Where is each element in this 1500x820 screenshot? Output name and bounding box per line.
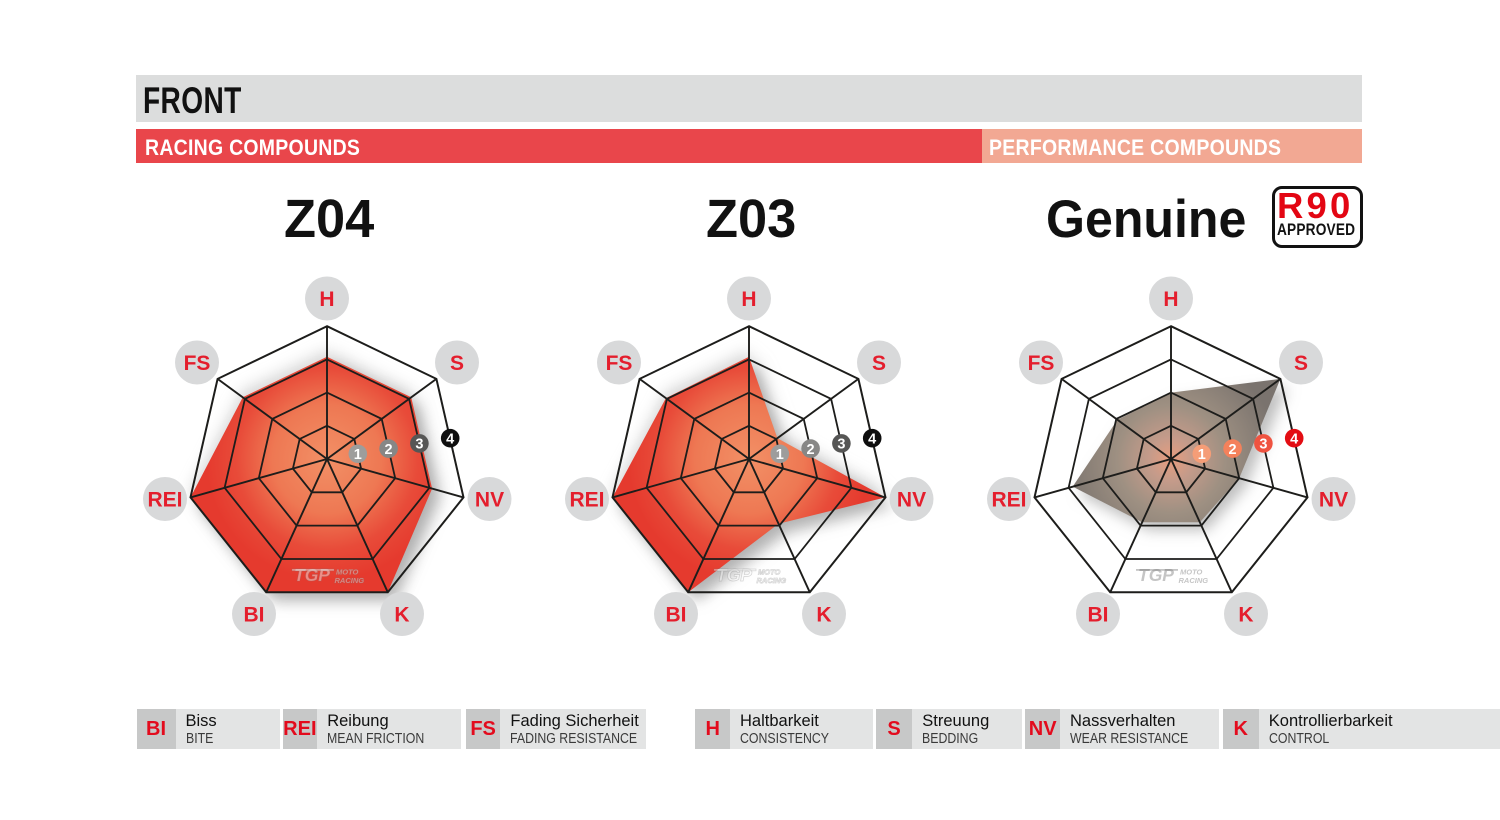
svg-text:K: K [394,603,409,626]
svg-text:2: 2 [806,442,814,458]
svg-text:1: 1 [776,447,784,463]
svg-text:S: S [872,352,886,375]
svg-text:H: H [741,288,756,311]
svg-text:REI: REI [147,488,182,511]
svg-text:REI: REI [992,488,1027,511]
svg-text:RACING: RACING [1179,576,1209,585]
svg-text:TGP: TGP [1138,565,1174,585]
svg-text:2: 2 [384,442,392,458]
svg-text:BI: BI [243,603,264,626]
svg-text:REI: REI [569,488,604,511]
svg-text:NV: NV [1319,488,1348,511]
svg-text:BI: BI [1088,603,1109,626]
svg-text:TGP: TGP [294,565,330,585]
svg-text:RACING: RACING [334,576,364,585]
svg-text:H: H [319,288,334,311]
svg-text:FS: FS [605,352,632,375]
svg-text:K: K [1239,603,1254,626]
svg-text:FS: FS [183,352,210,375]
svg-text:1: 1 [1198,447,1206,463]
svg-text:MOTO: MOTO [336,568,359,577]
svg-text:NV: NV [897,488,926,511]
svg-text:NV: NV [474,488,503,511]
svg-text:RACING: RACING [756,576,786,585]
svg-text:MOTO: MOTO [1180,568,1203,577]
svg-text:BI: BI [665,603,686,626]
svg-text:2: 2 [1229,442,1237,458]
svg-text:S: S [449,352,463,375]
svg-text:H: H [1164,288,1179,311]
svg-text:1: 1 [353,447,361,463]
svg-text:FS: FS [1028,352,1055,375]
svg-text:TGP: TGP [716,565,752,585]
svg-text:MOTO: MOTO [758,568,781,577]
svg-text:3: 3 [1260,437,1268,453]
svg-text:4: 4 [446,431,454,447]
svg-text:K: K [816,603,831,626]
svg-text:3: 3 [415,437,423,453]
svg-text:4: 4 [1290,431,1298,447]
svg-text:4: 4 [868,431,876,447]
svg-text:3: 3 [837,437,845,453]
svg-text:S: S [1294,352,1308,375]
